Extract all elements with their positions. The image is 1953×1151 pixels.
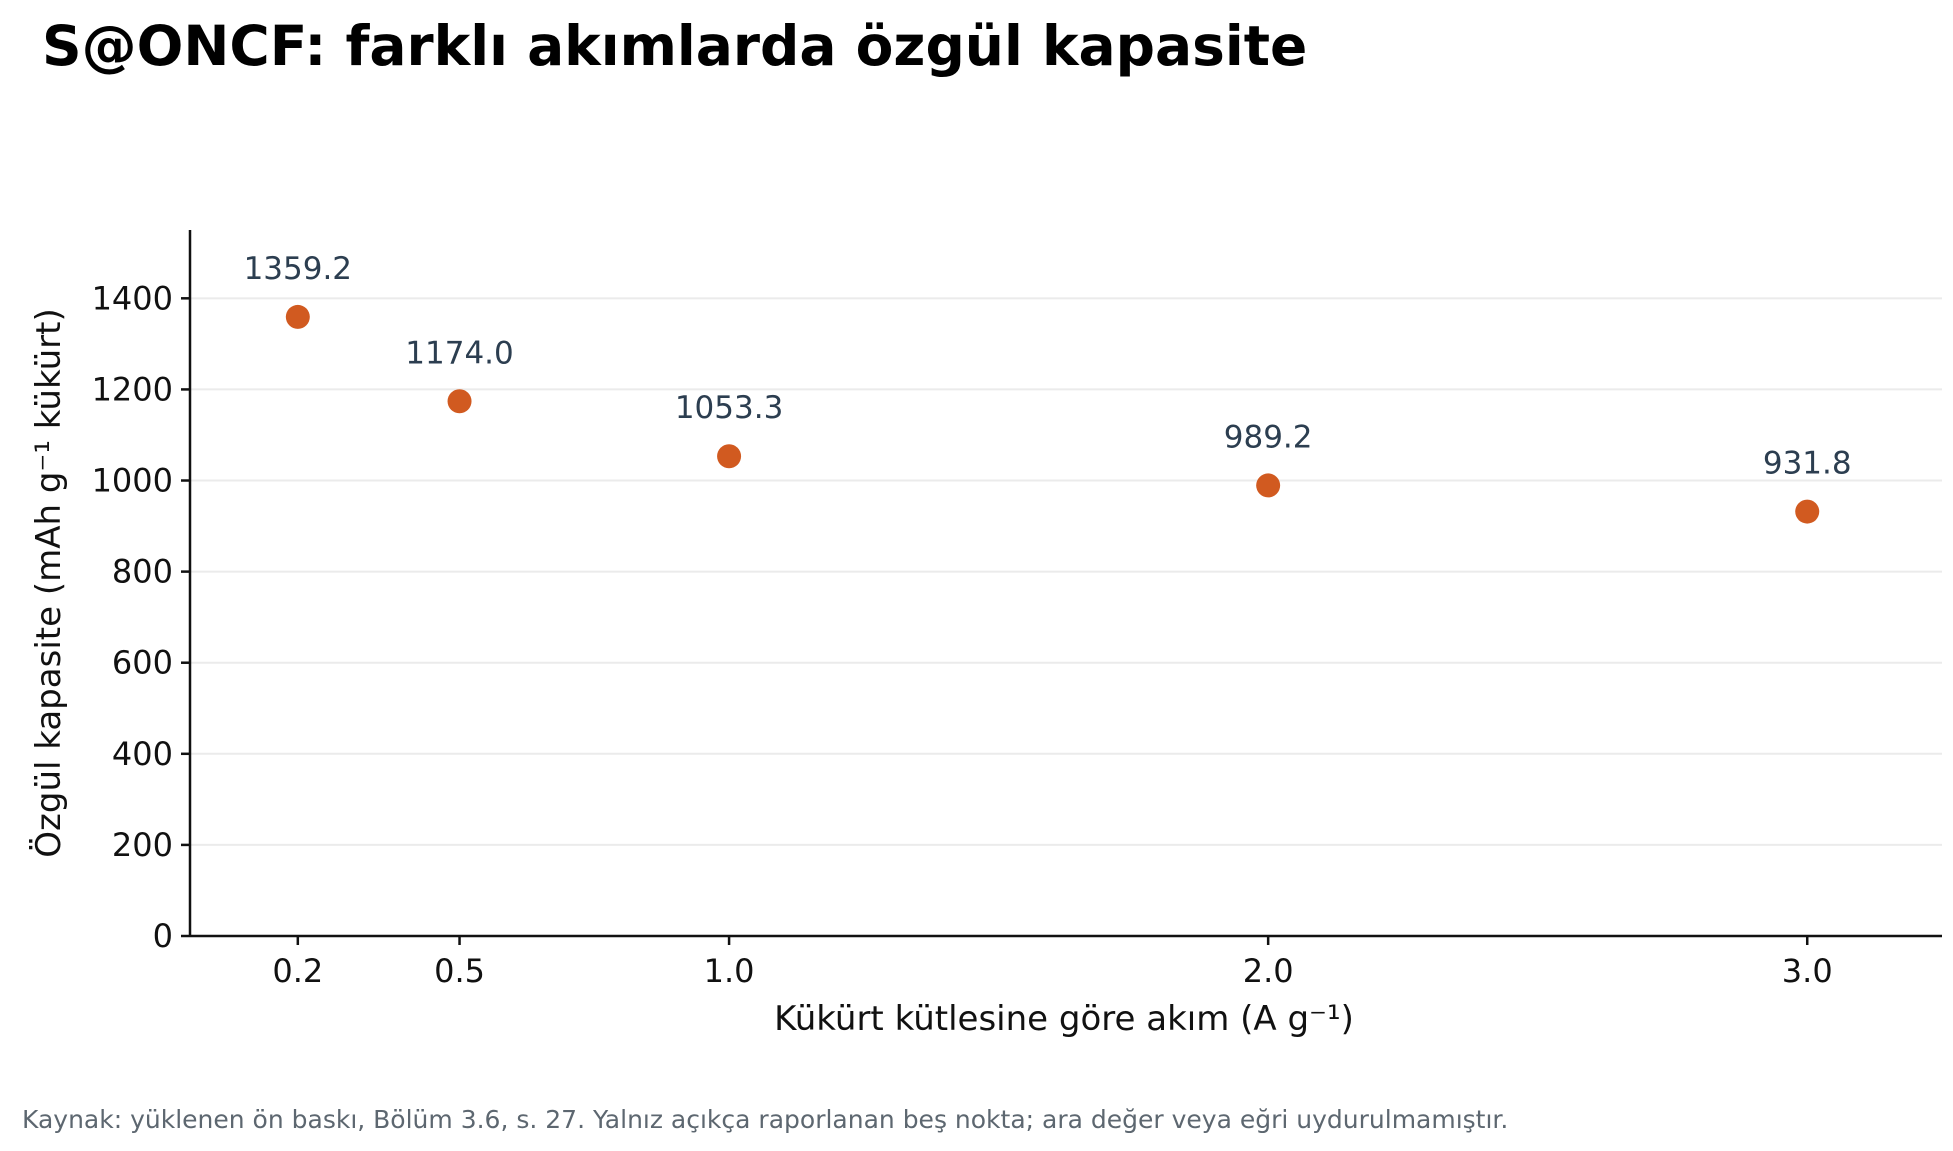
y-tick-label: 400 bbox=[112, 735, 173, 773]
data-point bbox=[1256, 473, 1281, 498]
footnote: Kaynak: yüklenen ön baskı, Bölüm 3.6, s.… bbox=[22, 1105, 1508, 1134]
data-point bbox=[447, 389, 472, 414]
x-tick-label: 0.2 bbox=[272, 952, 323, 990]
x-axis-label: Kükürt kütlesine göre akım (A g⁻¹) bbox=[774, 999, 1354, 1039]
y-axis-label: Özgül kapasite (mAh g⁻¹ kükürt) bbox=[28, 308, 69, 857]
x-tick-label: 1.0 bbox=[704, 952, 755, 990]
data-point bbox=[717, 444, 742, 469]
y-tick-label: 600 bbox=[112, 644, 173, 682]
data-label: 989.2 bbox=[1224, 419, 1313, 455]
x-tick-label: 3.0 bbox=[1782, 952, 1833, 990]
data-point bbox=[1795, 499, 1820, 524]
axes bbox=[181, 230, 1942, 945]
x-tick-label: 0.5 bbox=[434, 952, 485, 990]
y-tick-label: 0 bbox=[153, 917, 173, 955]
y-tick-label: 1200 bbox=[92, 370, 173, 408]
x-tick-label: 2.0 bbox=[1243, 952, 1294, 990]
y-tick-label: 1000 bbox=[92, 462, 173, 500]
data-point bbox=[285, 304, 310, 329]
data-label: 1174.0 bbox=[405, 335, 513, 371]
y-tick-label: 1400 bbox=[92, 279, 173, 317]
tick-labels: 0 200 400 600 800 1000 1200 1400 0.2 0.5 1.0 2.0 3.0 bbox=[92, 279, 1833, 990]
chart-title: S@ONCF: farklı akımlarda özgül kapasite bbox=[42, 14, 1307, 78]
data-label: 1053.3 bbox=[675, 390, 783, 426]
data-label: 1359.2 bbox=[244, 251, 352, 287]
y-tick-label: 800 bbox=[112, 553, 173, 591]
data-labels: 1359.2 1174.0 1053.3 989.2 931.8 bbox=[244, 251, 1852, 482]
y-tick-label: 200 bbox=[112, 826, 173, 864]
data-points bbox=[285, 304, 1820, 524]
data-label: 931.8 bbox=[1763, 446, 1852, 482]
grid-lines bbox=[190, 297, 1942, 846]
